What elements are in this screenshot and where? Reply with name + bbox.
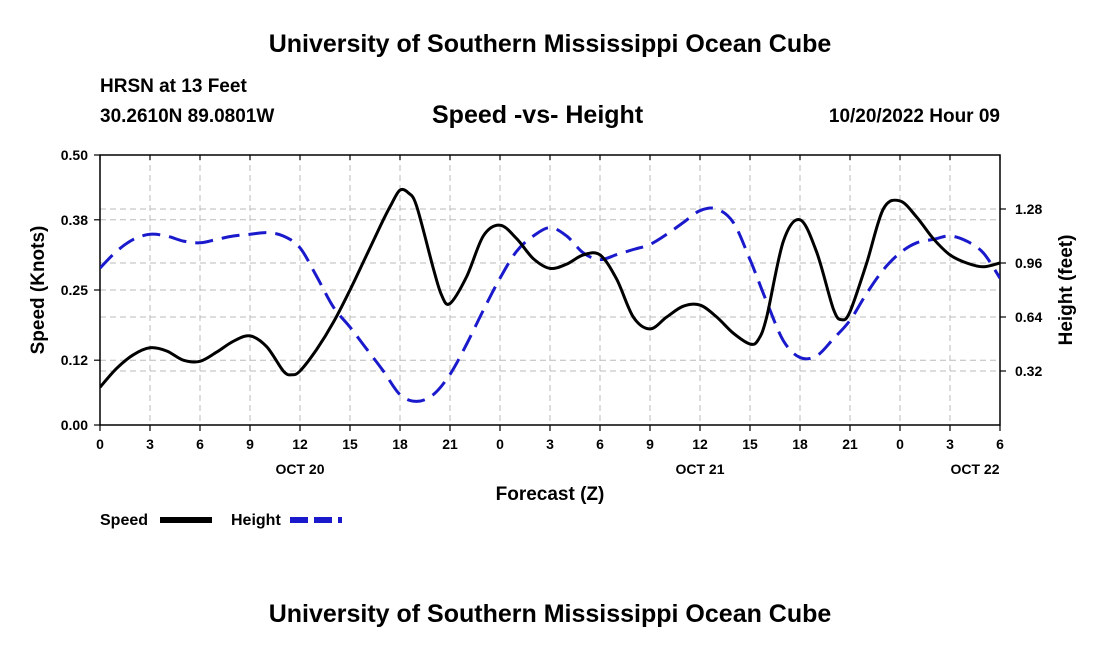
y-tick-label-right: 0.96 — [1015, 255, 1042, 271]
x-tick-label: 6 — [596, 436, 604, 452]
x-tick-label: 9 — [646, 436, 654, 452]
x-tick-label: 21 — [842, 436, 858, 452]
legend: Speed Height — [100, 512, 342, 529]
x-tick-label: 15 — [742, 436, 758, 452]
x-day-label: OCT 20 — [275, 461, 324, 477]
x-tick-label: 0 — [896, 436, 904, 452]
station-coordinates: 30.2610N 89.0801W — [100, 106, 275, 127]
x-tick-label: 0 — [496, 436, 504, 452]
series-layer — [100, 187, 1000, 403]
y-tick-label-right: 0.32 — [1015, 363, 1042, 379]
footer-title: University of Southern Mississippi Ocean… — [268, 600, 832, 628]
y-tick-label-right: 1.28 — [1015, 201, 1042, 217]
y-axis-title-right: Height (feet) — [1056, 235, 1077, 346]
x-tick-label: 9 — [246, 436, 254, 452]
x-tick-label: 6 — [996, 436, 1004, 452]
legend-label-speed: Speed — [100, 512, 148, 529]
x-tick-label: 3 — [146, 436, 154, 452]
x-day-label: OCT 21 — [675, 461, 724, 477]
x-tick-label: 0 — [96, 436, 104, 452]
y-tick-label-left: 0.12 — [61, 352, 88, 368]
grid — [100, 154, 1000, 425]
x-tick-label: 12 — [692, 436, 708, 452]
y-tick-label-right: 0.64 — [1015, 309, 1042, 325]
x-tick-label: 21 — [442, 436, 458, 452]
x-axis-title: Forecast (Z) — [496, 484, 605, 505]
x-tick-label: 12 — [292, 436, 308, 452]
series-line-speed — [100, 187, 1000, 389]
y-axis-title-left: Speed (Knots) — [28, 226, 49, 355]
axes: 0 3 6 9 12 15 18 21 0 3 6 9 12 15 18 21 0 3 6 OCT 20 OCT 21 O… — [61, 147, 1043, 477]
x-tick-label: 6 — [196, 436, 204, 452]
legend-label-height: Height — [231, 512, 281, 529]
x-tick-label: 3 — [546, 436, 554, 452]
x-day-label: OCT 22 — [950, 461, 999, 477]
x-tick-label: 3 — [946, 436, 954, 452]
forecast-datetime: 10/20/2022 Hour 09 — [828, 106, 1000, 127]
y-tick-label-left: 0.50 — [61, 147, 88, 163]
x-tick-label: 18 — [392, 436, 408, 452]
series-line-height — [100, 206, 1000, 403]
x-tick-label: 15 — [342, 436, 358, 452]
chart-subtitle: Speed -vs- Height — [432, 101, 644, 129]
y-tick-label-left: 0.38 — [61, 212, 88, 228]
station-label: HRSN at 13 Feet — [100, 76, 247, 97]
y-tick-label-left: 0.25 — [61, 282, 88, 298]
y-tick-label-left: 0.00 — [61, 417, 88, 433]
x-tick-label: 18 — [792, 436, 808, 452]
chart-title: University of Southern Mississippi Ocean… — [268, 30, 832, 58]
